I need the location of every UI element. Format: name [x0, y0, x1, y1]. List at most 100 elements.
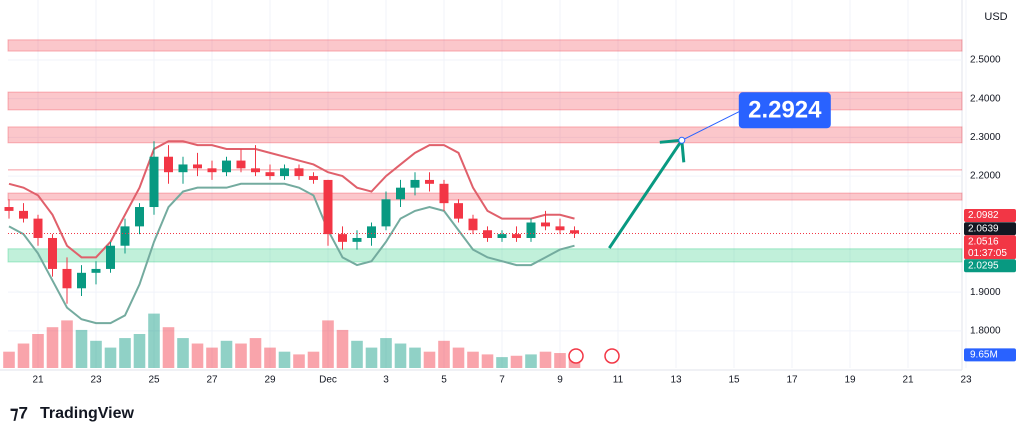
y-tick-label: 2.4000	[970, 93, 1001, 104]
candle-body	[483, 230, 492, 238]
candle-body	[193, 164, 202, 169]
volume-bar	[61, 320, 73, 368]
volume-bar	[510, 355, 523, 368]
logo: ⁊7 TradingView	[10, 403, 135, 422]
volume-label: 9.65M	[970, 350, 998, 361]
price-label: 2.0295	[968, 260, 999, 271]
candle-body	[352, 237, 362, 242]
volume-bar	[481, 354, 494, 368]
price-label-box	[964, 235, 1016, 260]
event-icons	[568, 348, 620, 364]
price-label-box	[964, 259, 1016, 273]
logo-icon: ⁊7	[10, 403, 28, 422]
candle-body	[106, 245, 115, 269]
candle-body	[19, 210, 28, 219]
x-tick-label: 23	[90, 375, 102, 386]
volume-bar	[394, 343, 407, 368]
arrow	[608, 139, 684, 249]
price-label: 2.0516	[968, 236, 999, 247]
x-tick-label: 3	[383, 375, 389, 386]
volume-bar	[17, 343, 30, 368]
candle-body	[164, 156, 173, 173]
candle-body	[439, 183, 449, 204]
candle-body	[265, 172, 275, 177]
candle-body	[410, 179, 420, 188]
band-line	[8, 140, 575, 259]
candle-body	[338, 234, 347, 242]
volume-bar	[365, 347, 378, 368]
candle-body	[4, 207, 14, 211]
candle-body	[309, 176, 318, 180]
candle-body	[555, 226, 565, 231]
volume-bar	[75, 329, 88, 368]
volume-bar	[3, 351, 15, 368]
volume-bar	[148, 313, 160, 368]
x-tick-label: 9	[557, 375, 563, 386]
volume-bar	[177, 338, 189, 368]
x-tick-label: 23	[960, 375, 972, 386]
countdown-label: 01:37:05	[968, 248, 1007, 259]
volume-bar	[235, 343, 247, 368]
zone	[7, 91, 963, 111]
volume-label-box	[964, 348, 1016, 362]
volume-bar	[380, 338, 392, 368]
candle-body	[396, 187, 405, 200]
volume-bar	[452, 347, 465, 368]
volume-bar	[496, 357, 508, 368]
zone	[7, 192, 963, 201]
brand: TradingView	[40, 405, 135, 422]
x-tick-label: Dec	[319, 375, 337, 386]
volume-bar	[264, 347, 276, 368]
price-label: 2.0982	[968, 210, 999, 221]
volume-bar	[206, 347, 218, 368]
event-icon[interactable]	[604, 348, 620, 364]
x-tick-label: 29	[264, 375, 276, 386]
candle-body	[135, 207, 144, 227]
candle-body	[77, 272, 86, 289]
candle-body	[280, 168, 289, 177]
volume-bar	[133, 334, 146, 368]
target-connector	[681, 109, 743, 141]
y-tick-label: 2.3000	[970, 132, 1001, 143]
price-label-box	[964, 208, 1016, 222]
volume-bar	[278, 351, 291, 368]
candle-body	[236, 160, 246, 169]
candle-body	[541, 222, 550, 227]
x-tick-label: 11	[613, 375, 624, 386]
candle-body	[33, 218, 43, 238]
volume-bar	[554, 353, 566, 368]
volume-bar	[90, 340, 102, 368]
candle-body	[222, 160, 231, 173]
price-label-box	[964, 222, 1016, 236]
candle-body	[381, 199, 391, 227]
candle-body	[91, 268, 101, 273]
volume-bar	[322, 320, 334, 368]
volume-bar	[307, 351, 320, 368]
volume-bar	[467, 351, 479, 368]
x-tick-label: 15	[728, 375, 740, 386]
volume-bar	[438, 340, 450, 368]
x-tick-label: 25	[148, 375, 160, 386]
y-tick-label: 1.8000	[970, 325, 1001, 336]
event-icon[interactable]	[568, 348, 584, 364]
x-tick-label: 5	[441, 375, 447, 386]
volume-bar	[191, 343, 204, 368]
volume-bar	[104, 347, 117, 368]
x-tick-label: 7	[499, 375, 505, 386]
candle-body	[178, 164, 188, 173]
candle-body	[120, 226, 130, 246]
candle-body	[526, 222, 536, 238]
volume-bar	[525, 354, 537, 368]
target-point	[678, 136, 686, 144]
y-tick-label: 2.2000	[970, 171, 1001, 182]
candle-body	[425, 179, 434, 184]
target-box	[738, 92, 831, 129]
candle-body	[497, 234, 507, 238]
candle-body	[294, 168, 304, 177]
candle-body	[512, 234, 521, 238]
target-label: 2.2924	[748, 97, 822, 124]
candle-body	[48, 237, 57, 269]
x-tick-label: 21	[32, 375, 44, 386]
zone	[7, 126, 963, 144]
volume-bar	[539, 351, 552, 368]
